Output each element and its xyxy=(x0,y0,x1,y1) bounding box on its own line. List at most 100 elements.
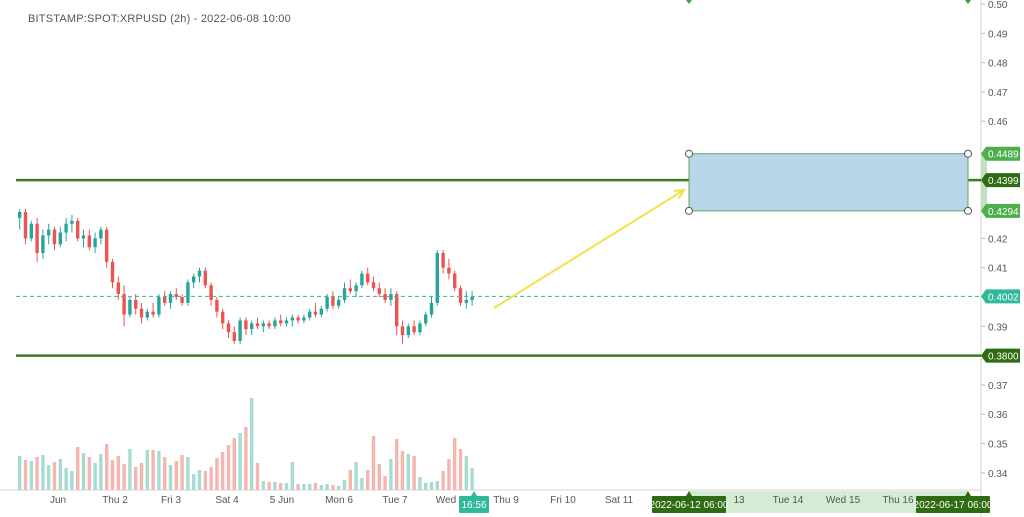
price-axis: 0.50 0.49 0.48 0.47 0.46 0.42 0.41 0.39 0.37 0.36… xyxy=(981,0,1020,480)
time-tick-label: Wed xyxy=(436,495,456,506)
price-tick-label: 0.39 xyxy=(988,322,1008,333)
candle xyxy=(424,314,428,324)
candle xyxy=(418,323,422,333)
candles xyxy=(18,209,474,344)
candle xyxy=(377,288,381,295)
current-time-tag: 16:56 xyxy=(461,500,486,511)
grid xyxy=(0,0,982,517)
volume-bar xyxy=(226,445,231,490)
candle xyxy=(383,294,387,300)
volume-bar xyxy=(105,444,109,490)
candle xyxy=(389,294,393,300)
candle xyxy=(279,320,283,324)
time-range-highlight xyxy=(689,491,968,513)
candle xyxy=(18,212,22,218)
candle xyxy=(290,317,294,321)
candle xyxy=(296,317,300,321)
volume-bar xyxy=(180,455,184,490)
candle xyxy=(180,297,184,303)
volume-bar xyxy=(122,464,126,490)
level-tag-bg xyxy=(981,173,1020,188)
volume-bar xyxy=(76,447,80,490)
volume-bar xyxy=(157,451,161,490)
target-top-tag-bg xyxy=(981,146,1020,161)
price-tick-label: 0.36 xyxy=(988,410,1008,421)
volume-bar xyxy=(209,467,213,490)
volume-bar xyxy=(81,453,86,490)
price-tick-label: 0.42 xyxy=(988,234,1008,245)
box-end-tag-pointer xyxy=(965,491,971,496)
volume-bar xyxy=(151,450,155,490)
volume-bar xyxy=(255,463,260,490)
target-bottom-tag: 0.4294 xyxy=(988,207,1019,218)
box-start-tag: 2022-06-12 06:00 xyxy=(650,500,729,511)
volume-bar xyxy=(400,451,405,490)
volume-bar xyxy=(302,484,306,490)
candle xyxy=(331,297,335,306)
candle xyxy=(458,288,463,303)
price-tick-label: 0.41 xyxy=(988,264,1008,275)
volume-bar xyxy=(35,457,39,490)
volume-bar xyxy=(23,460,28,490)
top-marker-right xyxy=(965,0,971,4)
candle xyxy=(470,297,474,300)
volume-bar xyxy=(354,462,358,490)
volume-bar xyxy=(232,438,236,490)
price-tick-label: 0.47 xyxy=(988,88,1008,99)
volume-bar xyxy=(441,471,445,490)
level-tag: 0.4399 xyxy=(988,176,1019,187)
candle xyxy=(47,229,51,236)
volume-bar xyxy=(470,468,474,490)
candle xyxy=(139,308,144,318)
volume-bar xyxy=(313,483,318,490)
candle xyxy=(186,282,190,303)
volume-bar xyxy=(110,460,115,490)
time-tick-label: Thu 2 xyxy=(102,495,128,506)
candle xyxy=(406,326,410,336)
volume-bar xyxy=(319,485,323,490)
arrow-head xyxy=(673,188,686,199)
volume-bar xyxy=(267,482,271,490)
candle xyxy=(203,270,207,286)
target-bottom-tag-bg xyxy=(981,203,1020,218)
volume-bar xyxy=(389,459,393,490)
box-handle xyxy=(964,149,972,158)
box-start-tag-pointer xyxy=(686,491,692,496)
candle xyxy=(342,288,347,300)
candle xyxy=(441,253,445,268)
candle xyxy=(116,282,120,295)
volume-bar xyxy=(215,458,219,490)
candle xyxy=(308,311,312,318)
candle xyxy=(145,311,149,318)
candle xyxy=(105,229,109,262)
price-tick-label: 0.37 xyxy=(988,381,1008,392)
volume-bars xyxy=(18,398,474,490)
box-handle xyxy=(964,206,972,215)
time-tick-label: 5 Jun xyxy=(270,495,294,506)
volume-bar xyxy=(424,483,428,490)
time-tick-label: 13 xyxy=(733,495,745,506)
volume-bar xyxy=(128,449,132,490)
volume-bar xyxy=(64,468,68,490)
candle xyxy=(168,294,173,303)
candle xyxy=(360,273,364,286)
volume-bar xyxy=(290,462,294,490)
time-tick-label: Tue 7 xyxy=(382,495,408,506)
price-tick-label: 0.46 xyxy=(988,117,1008,128)
time-tick-label: Sat 4 xyxy=(215,495,239,506)
price-tick-label: 0.50 xyxy=(988,0,1008,11)
candle xyxy=(255,323,260,327)
target-box xyxy=(685,0,987,513)
candle xyxy=(197,270,202,277)
target-top-tag: 0.4489 xyxy=(988,150,1019,161)
candle xyxy=(23,212,28,239)
volume-bar xyxy=(284,483,289,490)
candle xyxy=(221,311,225,324)
candle xyxy=(284,320,289,324)
price-tick-label: 0.35 xyxy=(988,440,1008,451)
volume-bar xyxy=(435,481,439,490)
volume-bar xyxy=(197,470,202,490)
price-tick-label: 0.49 xyxy=(988,29,1008,40)
candle xyxy=(412,326,416,333)
